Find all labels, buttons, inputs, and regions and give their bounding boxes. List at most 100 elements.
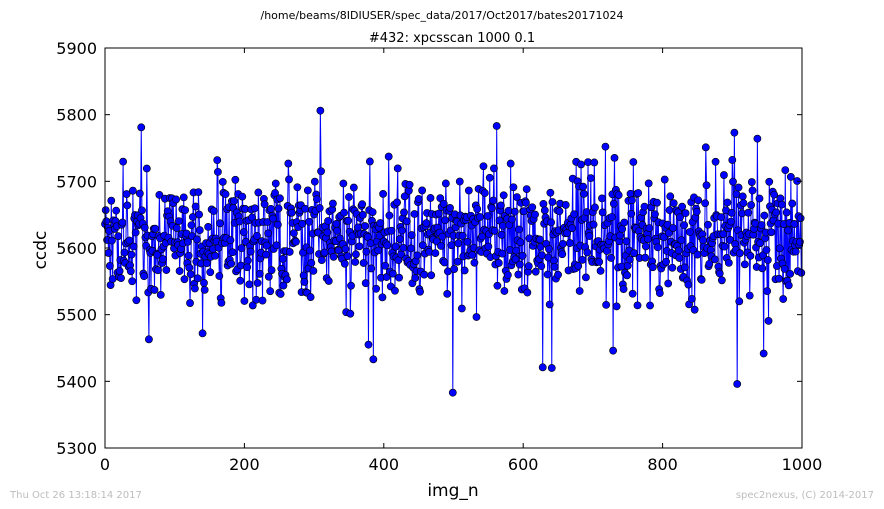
data-point: [427, 271, 436, 280]
data-point: [790, 220, 799, 228]
data-point: [343, 252, 352, 260]
data-point: [601, 142, 610, 151]
data-point: [760, 211, 769, 220]
data-point: [717, 213, 726, 222]
data-point: [299, 271, 308, 280]
data-point: [162, 266, 171, 274]
data-point: [464, 186, 473, 195]
data-point: [755, 194, 764, 203]
data-point: [704, 220, 712, 229]
data-point: [555, 207, 564, 216]
data-point: [368, 208, 377, 216]
data-point: [316, 106, 325, 115]
data-point: [151, 224, 160, 233]
data-point: [312, 195, 321, 204]
data-point: [369, 355, 378, 364]
data-point: [347, 281, 355, 290]
data-point: [362, 247, 371, 256]
data-point: [119, 157, 128, 166]
data-point: [441, 216, 450, 225]
data-point: [372, 284, 381, 293]
data-point: [395, 235, 404, 243]
data-point: [200, 278, 208, 287]
data-point: [797, 268, 806, 277]
data-point: [333, 226, 341, 235]
data-point: [153, 250, 162, 259]
data-point: [648, 263, 657, 272]
data-point: [759, 349, 768, 358]
data-point: [292, 237, 300, 246]
data-point: [175, 267, 184, 275]
data-point: [548, 198, 557, 206]
data-point: [262, 241, 271, 250]
data-point: [748, 186, 757, 195]
data-point: [214, 167, 222, 176]
data-point: [610, 153, 619, 162]
data-point: [271, 179, 280, 188]
data-point: [645, 224, 654, 232]
data-point: [305, 217, 314, 226]
data-point: [243, 263, 252, 272]
data-point: [346, 309, 355, 318]
data-point: [410, 210, 419, 218]
data-point: [298, 219, 307, 228]
data-point: [418, 241, 427, 250]
data-point: [511, 255, 520, 264]
data-point: [772, 208, 781, 217]
data-point: [349, 183, 358, 192]
data-point: [323, 228, 332, 237]
data-point: [583, 248, 592, 257]
data-point: [400, 192, 409, 201]
data-point: [470, 258, 479, 267]
data-point: [468, 251, 477, 259]
data-point: [300, 278, 309, 286]
data-point: [493, 281, 502, 290]
data-point: [402, 217, 411, 226]
ticks-layer: 0 200 400 600 800 1000 5300 5400 5500 5600 5700 580…: [56, 39, 822, 474]
data-point: [628, 289, 637, 298]
data-point: [758, 264, 767, 273]
data-point: [237, 244, 246, 253]
data-point: [132, 296, 141, 305]
data-point: [303, 186, 312, 195]
data-point: [230, 197, 238, 205]
chart-title: #432: xpcsscan 1000 0.1: [369, 31, 535, 46]
y-axis-label: ccdc: [31, 231, 51, 270]
data-point: [681, 263, 689, 272]
data-point: [537, 262, 546, 271]
data-point: [479, 162, 488, 171]
data-point: [128, 277, 137, 286]
data-point: [140, 272, 148, 281]
data-point: [193, 274, 202, 283]
data-point: [204, 222, 213, 231]
data-point: [697, 276, 706, 284]
data-point: [361, 222, 369, 230]
data-point: [324, 217, 332, 225]
data-point: [126, 267, 135, 276]
data-point: [503, 271, 512, 279]
data-point: [269, 214, 277, 223]
data-point: [677, 236, 686, 245]
data-point: [180, 275, 189, 284]
data-point: [439, 199, 448, 208]
x-tick-label: 800: [647, 455, 678, 474]
data-point: [620, 218, 629, 227]
data-point: [720, 171, 728, 179]
data-point: [238, 192, 247, 201]
data-point: [398, 226, 406, 235]
data-point: [246, 247, 255, 256]
data-point: [340, 259, 349, 268]
data-point: [510, 207, 519, 216]
data-point: [102, 217, 111, 226]
data-point: [358, 211, 367, 219]
data-point: [218, 177, 227, 186]
data-point: [663, 220, 672, 229]
data-point: [154, 266, 162, 275]
data-point: [414, 195, 423, 203]
x-tick-label: 600: [508, 455, 539, 474]
data-point: [616, 231, 624, 240]
data-point: [622, 237, 631, 246]
data-point: [329, 199, 337, 208]
data-point: [332, 219, 341, 228]
data-point: [473, 205, 482, 213]
